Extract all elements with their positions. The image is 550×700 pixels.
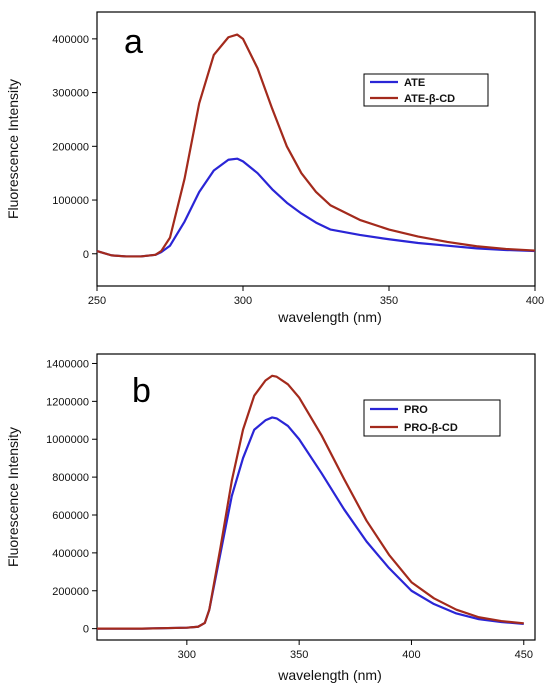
panel-b-x-tick-label: 450 bbox=[515, 649, 533, 661]
panel-a-x-tick-label: 250 bbox=[88, 295, 106, 307]
panel-a-y-tick-label: 200000 bbox=[52, 141, 89, 153]
panel-a-letter: a bbox=[124, 23, 143, 61]
panel-b-y-tick-label: 200000 bbox=[52, 586, 89, 598]
panel-b-legend-box bbox=[363, 399, 501, 437]
panel-a-x-tick-label: 350 bbox=[380, 295, 398, 307]
panel-a-y-tick-label: 100000 bbox=[52, 195, 89, 207]
panel-b-series-line-2 bbox=[97, 374, 524, 630]
panel-a-y-tick-label: 0 bbox=[83, 249, 89, 261]
panel-b-x-tick-label: 350 bbox=[290, 649, 308, 661]
panel-b-x-tick-label: 300 bbox=[178, 649, 196, 661]
panel-a-legend-label-1: ATE bbox=[404, 77, 425, 89]
panel-b-y-tick-label: 0 bbox=[83, 624, 89, 636]
panel-b-x-tick-label: 400 bbox=[402, 649, 420, 661]
panel-b-legend-label-1: PRO bbox=[404, 404, 428, 416]
panel-a: 250 300 350 400 0 100000 200000 300000 400000 wav… bbox=[5, 11, 544, 325]
panel-a-series-line-1 bbox=[96, 157, 536, 258]
panel-b-legend: PRO PRO-β-CD bbox=[363, 399, 501, 437]
panel-a-x-tick-label: 400 bbox=[526, 295, 544, 307]
panel-b-y-tick-label: 400000 bbox=[52, 548, 89, 560]
panel-b-y-tick-label: 1000000 bbox=[46, 434, 89, 446]
panel-b: 300 350 400 450 0 200000 400000 600000 800000 100… bbox=[5, 353, 536, 683]
panel-b-x-axis-title: wavelength (nm) bbox=[277, 667, 382, 683]
panel-b-legend-label-2: PRO-β-CD bbox=[404, 422, 458, 434]
panel-a-plot-frame bbox=[96, 11, 536, 287]
panel-a-legend: ATE ATE-β-CD bbox=[363, 73, 489, 107]
panel-a-series-line-2 bbox=[96, 33, 536, 258]
panel-a-x-tick-label: 300 bbox=[234, 295, 252, 307]
panel-a-legend-label-2: ATE-β-CD bbox=[404, 93, 455, 105]
panel-a-x-axis-title: wavelength (nm) bbox=[277, 309, 382, 325]
panel-b-y-axis-title: Fluorescence Intensity bbox=[5, 427, 21, 567]
panel-a-y-axis-title: Fluorescence Intensity bbox=[5, 79, 21, 219]
panel-b-y-tick-label: 1400000 bbox=[46, 358, 89, 370]
panel-b-y-tick-label: 1200000 bbox=[46, 396, 89, 408]
panel-a-y-tick-label: 400000 bbox=[52, 34, 89, 46]
panel-b-series-line-1 bbox=[97, 416, 524, 630]
panel-a-y-tick-label: 300000 bbox=[52, 88, 89, 100]
panel-b-plot-frame bbox=[96, 353, 536, 641]
panel-b-letter: b bbox=[132, 372, 151, 410]
panel-b-y-tick-label: 600000 bbox=[52, 510, 89, 522]
panel-a-legend-box bbox=[363, 73, 489, 107]
panel-b-y-tick-label: 800000 bbox=[52, 472, 89, 484]
